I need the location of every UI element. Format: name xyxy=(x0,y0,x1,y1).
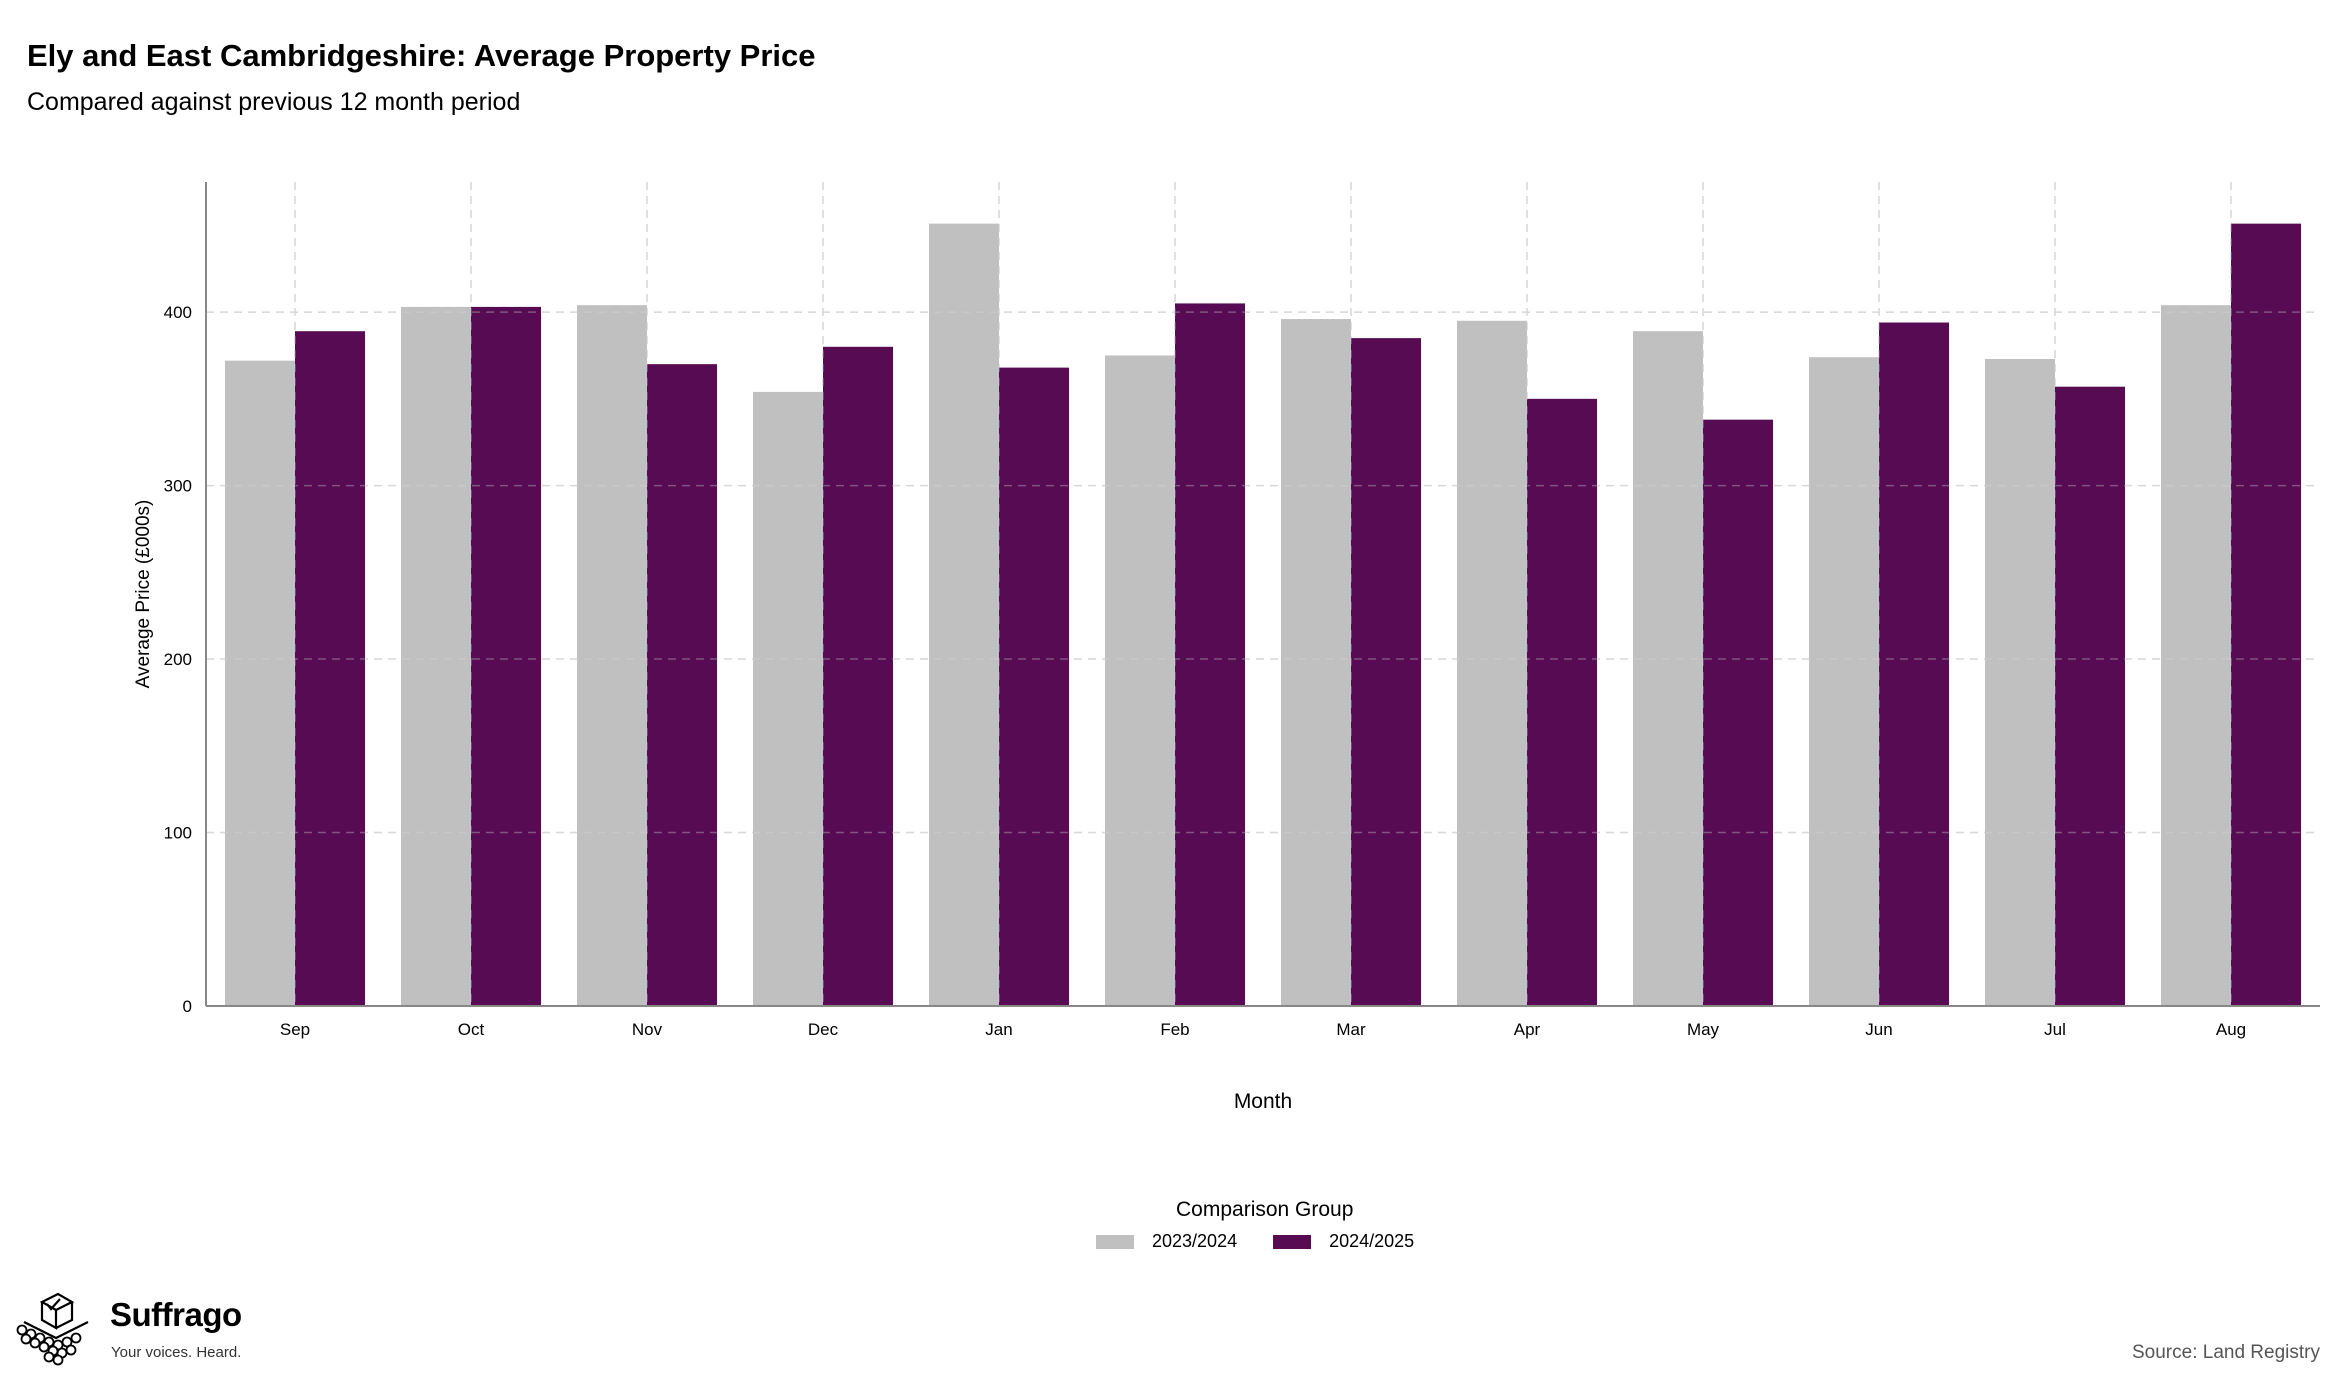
bar-sep-2023-2024 xyxy=(225,360,295,1007)
x-tick-label: Jul xyxy=(2044,1020,2066,1039)
bar-jul-2024-2025 xyxy=(2055,386,2125,1006)
bar-mar-2023-2024 xyxy=(1281,319,1351,1007)
y-tick-label: 200 xyxy=(164,650,192,669)
axes xyxy=(205,182,2320,1007)
x-tick-label: Dec xyxy=(808,1020,839,1039)
y-tick-label: 0 xyxy=(183,997,192,1016)
x-tick-label: Sep xyxy=(280,1020,310,1039)
x-tick-label: Nov xyxy=(632,1020,663,1039)
bar-apr-2024-2025 xyxy=(1527,398,1597,1006)
y-axis-label: Average Price (£000s) xyxy=(133,500,154,689)
bar-feb-2023-2024 xyxy=(1105,355,1175,1006)
x-tick-label: Jan xyxy=(985,1020,1012,1039)
bar-jan-2024-2025 xyxy=(999,367,1069,1007)
x-tick-label: Feb xyxy=(1160,1020,1189,1039)
bar-jan-2023-2024 xyxy=(929,223,999,1007)
bar-jun-2023-2024 xyxy=(1809,357,1879,1006)
ballot-box-icon xyxy=(16,1292,89,1366)
legend-swatch xyxy=(1273,1234,1312,1249)
bar-mar-2024-2025 xyxy=(1351,338,1421,1006)
bar-dec-2023-2024 xyxy=(753,391,823,1006)
bar-sep-2024-2025 xyxy=(295,331,365,1006)
brand-tagline: Your voices. Heard. xyxy=(111,1344,242,1361)
bar-may-2024-2025 xyxy=(1703,419,1773,1006)
legend-title: Comparison Group xyxy=(1176,1198,1354,1221)
chart-title: Ely and East Cambridgeshire: Average Pro… xyxy=(27,38,816,73)
bar-feb-2024-2025 xyxy=(1175,303,1245,1006)
source-note: Source: Land Registry xyxy=(2132,1342,2320,1363)
legend-swatch xyxy=(1096,1234,1134,1249)
legend-label: 2024/2025 xyxy=(1329,1231,1415,1251)
x-tick-label: Apr xyxy=(1514,1020,1541,1039)
bar-apr-2023-2024 xyxy=(1457,320,1527,1007)
bar-aug-2024-2025 xyxy=(2231,223,2301,1007)
gridlines-overlay xyxy=(206,182,2320,1006)
x-tick-label: Mar xyxy=(1336,1020,1366,1039)
bar-oct-2024-2025 xyxy=(471,306,541,1006)
bar-oct-2023-2024 xyxy=(401,306,471,1006)
y-tick-label: 400 xyxy=(164,303,192,322)
x-tick-label: Aug xyxy=(2216,1020,2246,1039)
bar-nov-2023-2024 xyxy=(577,305,647,1006)
y-tick-labels: 0 100 200 300 400 xyxy=(164,303,192,1016)
x-tick-labels: Sep Oct Nov Dec Jan Feb Mar Apr May Jun Jul Aug xyxy=(280,1020,2246,1039)
x-tick-label: Jun xyxy=(1865,1020,1892,1039)
x-tick-label: May xyxy=(1687,1020,1720,1039)
bar-jun-2024-2025 xyxy=(1879,322,1949,1006)
chart-subtitle: Compared against previous 12 month perio… xyxy=(27,88,521,116)
y-tick-label: 300 xyxy=(164,477,192,496)
bar-jul-2023-2024 xyxy=(1985,358,2055,1007)
x-axis-label: Month xyxy=(1234,1090,1292,1113)
legend-item-2024-2025: 2024/2025 xyxy=(1273,1231,1414,1252)
y-tick-label: 100 xyxy=(164,824,192,843)
legend-item-2023-2024: 2023/2024 xyxy=(1096,1231,1237,1252)
bars xyxy=(225,223,2301,1007)
bar-aug-2023-2024 xyxy=(2161,305,2231,1006)
bar-nov-2024-2025 xyxy=(647,364,717,1007)
x-tick-label: Oct xyxy=(458,1020,485,1039)
brand-name: Suffrago xyxy=(110,1296,242,1333)
legend-label: 2023/2024 xyxy=(1152,1231,1238,1251)
bar-may-2023-2024 xyxy=(1633,331,1703,1006)
bar-dec-2024-2025 xyxy=(823,346,893,1006)
